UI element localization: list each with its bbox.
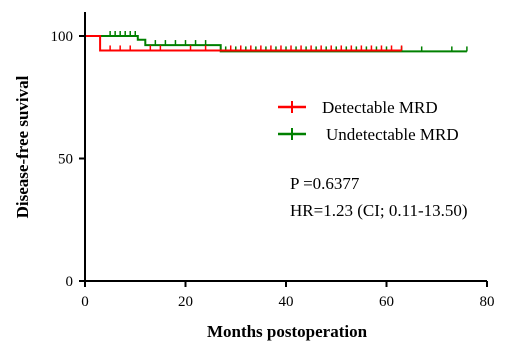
y-tick-label: 50 [58,152,73,168]
x-tick-label: 80 [480,294,495,310]
p-value-annotation: P =0.6377 [290,174,360,193]
y-axis-title: Disease-free suvival [13,75,32,218]
legend-item-detectable: Detectable MRD [278,98,438,117]
legend-label-detectable: Detectable MRD [322,98,438,117]
series-undetectable-mrd [85,31,468,53]
x-tick-label: 20 [178,294,193,310]
legend: Detectable MRD Undetectable MRD [278,98,459,144]
x-tick-label: 60 [379,294,394,310]
x-axis-ticks: 0 20 40 60 80 [81,281,495,310]
plot-area [85,31,468,53]
x-tick-label: 0 [81,294,89,310]
series-detectable-mrd [85,35,403,52]
x-tick-label: 40 [279,294,294,310]
survival-curve-detectable-mrd [85,35,402,52]
y-axis-ticks: 0 50 100 [51,29,85,290]
x-axis-title: Months postoperation [207,322,368,341]
y-tick-label: 0 [66,274,74,290]
legend-label-undetectable: Undetectable MRD [326,125,459,144]
hazard-ratio-annotation: HR=1.23 (CI; 0.11-13.50) [290,201,468,220]
y-tick-label: 100 [51,29,74,45]
legend-item-undetectable: Undetectable MRD [278,125,459,144]
